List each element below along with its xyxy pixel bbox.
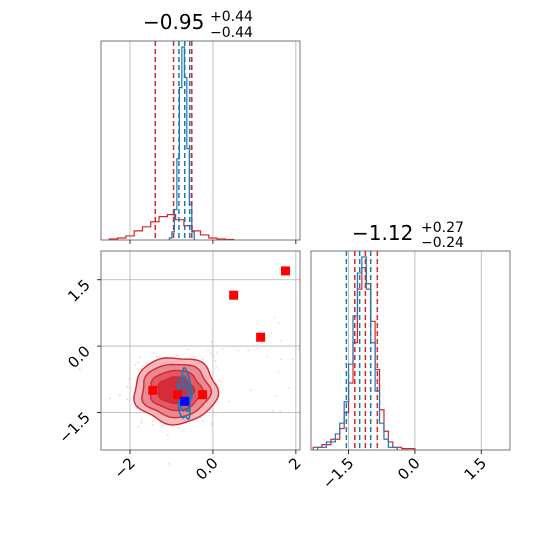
scatter-point: [288, 387, 291, 390]
scatter-point: [277, 322, 280, 324]
scatter-point: [210, 423, 213, 425]
scatter-point: [126, 398, 129, 401]
red-marker-2: [256, 332, 266, 342]
scatter-point: [140, 419, 143, 422]
scatter-point: [279, 339, 282, 342]
scatter-point: [78, 368, 81, 371]
red-marker-4: [173, 390, 183, 400]
scatter-point: [273, 316, 276, 319]
scatter-point: [126, 385, 129, 388]
scatter-point: [160, 425, 163, 428]
scatter-point: [128, 377, 130, 380]
scatter-point: [211, 333, 214, 336]
scatter-point: [163, 424, 166, 427]
scatter-point: [109, 397, 112, 400]
scatter-point: [138, 356, 141, 359]
scatter-point: [247, 349, 250, 352]
scatter-point: [215, 365, 218, 368]
title-param1-value: −0.95: [143, 10, 204, 34]
hist-series-1: [168, 46, 195, 240]
scatter-point: [137, 426, 140, 428]
scatter-point: [141, 365, 144, 367]
title-param2-value: −1.12: [352, 221, 413, 245]
scatter-point: [277, 371, 280, 374]
histogram-panel-param1: −0.95 +0.44 −0.44: [100, 9, 301, 244]
scatter-point: [118, 394, 121, 397]
scatter-point: [207, 349, 209, 352]
title-param1-lower: −0.44: [210, 25, 253, 41]
axes-frame: [100, 40, 301, 241]
scatter-point: [210, 340, 213, 343]
red-marker-0: [280, 266, 290, 276]
title-param2-lower: −0.24: [421, 235, 464, 251]
scatter-point: [237, 349, 240, 352]
scatter-point: [216, 352, 219, 354]
scatter-point: [271, 409, 274, 412]
scatter-point: [214, 360, 217, 362]
blue-marker-0: [180, 396, 190, 406]
scatter-point: [266, 355, 268, 358]
scatter-point: [297, 348, 300, 350]
scatter-point: [135, 407, 138, 410]
scatter-point: [279, 409, 282, 412]
title-param2-upper: +0.27: [421, 220, 464, 236]
scatter-point: [155, 355, 158, 358]
scatter-point: [210, 352, 212, 354]
scatter-point: [140, 422, 143, 424]
scatter-point: [212, 355, 215, 358]
scatter-point: [152, 420, 155, 422]
hist-series-1: [317, 256, 398, 450]
scatter-point: [152, 424, 154, 426]
scatter-point: [279, 358, 282, 361]
scatter-point: [221, 348, 224, 351]
scatter-point: [217, 379, 220, 382]
scatter-point: [202, 420, 205, 423]
scatter-point: [256, 320, 259, 323]
scatter-point: [168, 462, 170, 465]
scatter-point: [136, 361, 139, 364]
scatter-point: [175, 353, 178, 356]
scatter-point: [145, 361, 148, 364]
hist-series-0: [108, 214, 235, 241]
scatter-point: [201, 357, 204, 360]
hist-series-0: [312, 267, 416, 450]
scatter-point: [187, 348, 190, 351]
scatter-point: [130, 387, 133, 390]
scatter-point: [220, 380, 223, 383]
axes-frame: [100, 250, 301, 451]
title-param1-upper: +0.44: [210, 9, 253, 25]
scatter-point: [176, 355, 179, 358]
scatter-point: [270, 332, 273, 334]
scatter-point: [228, 400, 231, 403]
axes-frame: [310, 250, 511, 451]
scatter-point: [274, 394, 277, 397]
scatter-point: [136, 368, 139, 371]
scatter-point: [211, 409, 214, 412]
red-marker-1: [229, 290, 239, 300]
scatter-point: [152, 352, 155, 355]
scatter-point: [250, 389, 253, 391]
scatter-point: [166, 434, 169, 436]
red-marker-5: [198, 390, 208, 400]
scatter-point: [134, 364, 137, 366]
scatter-point: [177, 427, 180, 430]
scatter-point: [291, 358, 294, 361]
red-marker-3: [148, 385, 158, 395]
